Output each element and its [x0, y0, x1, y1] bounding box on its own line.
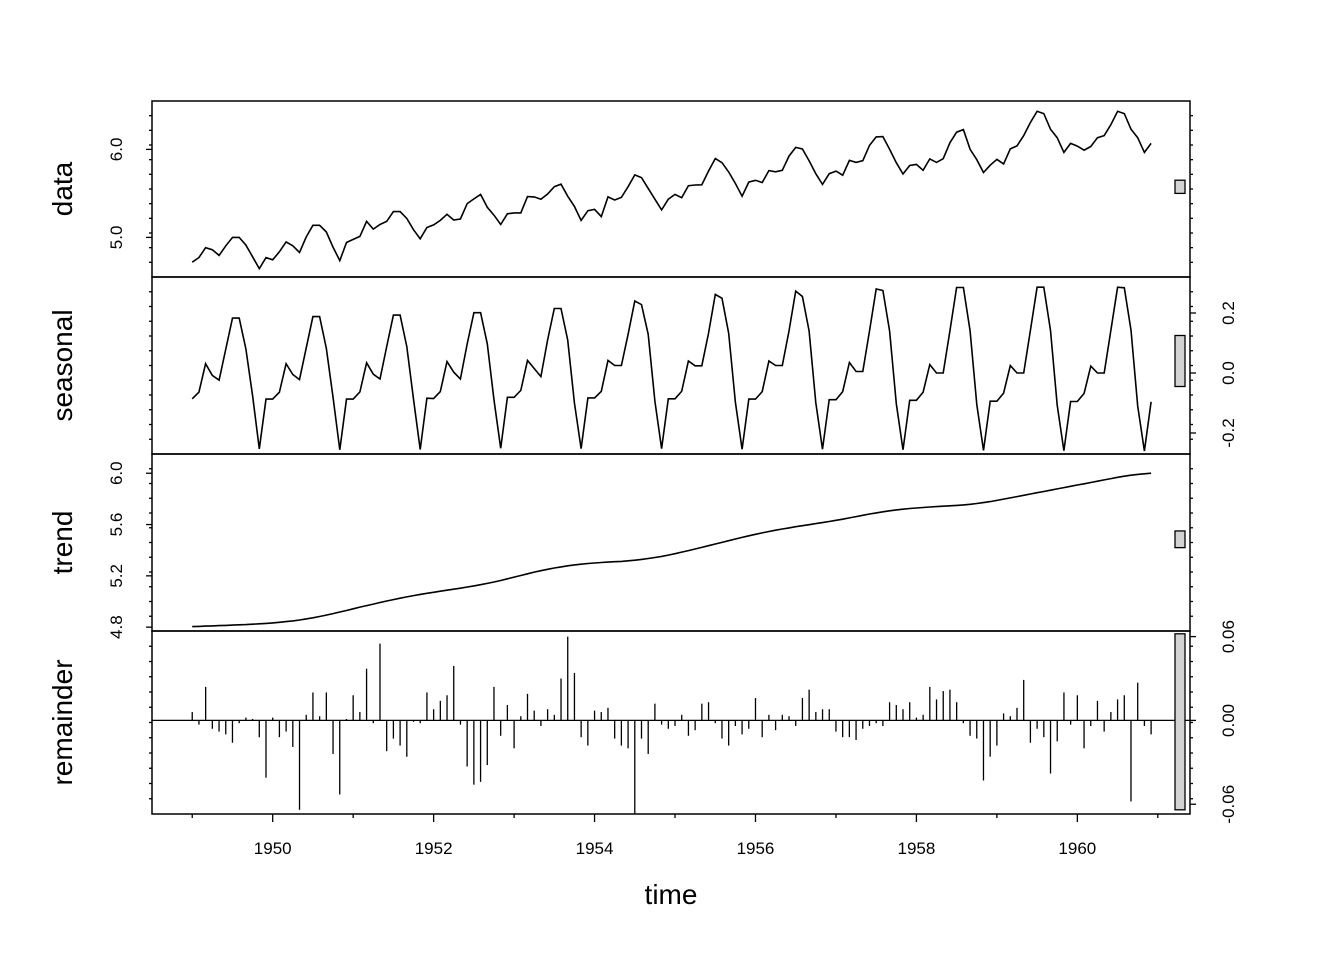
- trend-line: [192, 472, 1152, 628]
- panel-label: data: [47, 161, 78, 216]
- y-tick-label: -0.06: [1219, 785, 1238, 824]
- panels-group: data 5.0 6.0 seasonal -0.2 0.0 0.2 trend 4.8 5.2 5…: [47, 100, 1238, 824]
- y-tick-label: 5.6: [107, 513, 126, 537]
- panel-label: trend: [47, 511, 78, 575]
- panel-remainder: remainder -0.06 0.00 0.06: [47, 620, 1238, 824]
- seasonal-line: [191, 286, 1152, 452]
- panel-frame: [151, 100, 1191, 278]
- x-axis: 1950 1952 1954 1956 1958 1960: [191, 814, 1159, 858]
- panel-frame: [151, 630, 1191, 815]
- y-tick-label: 6.0: [107, 138, 126, 162]
- x-tick-label: 1960: [1058, 839, 1096, 858]
- x-axis-title: time: [645, 879, 698, 910]
- y-tick-label: 0.2: [1219, 301, 1238, 325]
- x-tick-label: 1950: [254, 839, 292, 858]
- y-tick-label: -0.2: [1219, 418, 1238, 447]
- y-tick-label: 0.0: [1219, 361, 1238, 385]
- panel-seasonal: seasonal -0.2 0.0 0.2: [47, 276, 1238, 455]
- panel-data: data 5.0 6.0: [47, 100, 1193, 278]
- y-tick-label: 0.06: [1219, 620, 1238, 653]
- panel-frame: [151, 453, 1191, 632]
- x-tick-label: 1954: [576, 839, 614, 858]
- data-line: [191, 110, 1152, 271]
- y-tick-label: 5.0: [107, 226, 126, 250]
- y-tick-label: 4.8: [107, 615, 126, 639]
- x-tick-label: 1958: [898, 839, 936, 858]
- y-tick-label: 6.0: [107, 461, 126, 485]
- y-tick-label: 0.00: [1219, 704, 1238, 737]
- range-bar: [1174, 530, 1186, 549]
- range-bar: [1174, 179, 1186, 195]
- range-bar: [1174, 633, 1186, 811]
- panel-label: remainder: [47, 659, 78, 785]
- panel-trend: trend 4.8 5.2 5.6 6.0: [47, 453, 1193, 639]
- y-tick-label: 5.2: [107, 564, 126, 588]
- x-tick-label: 1952: [415, 839, 453, 858]
- panel-label: seasonal: [47, 309, 78, 421]
- range-bar: [1174, 334, 1186, 388]
- x-tick-label: 1956: [737, 839, 775, 858]
